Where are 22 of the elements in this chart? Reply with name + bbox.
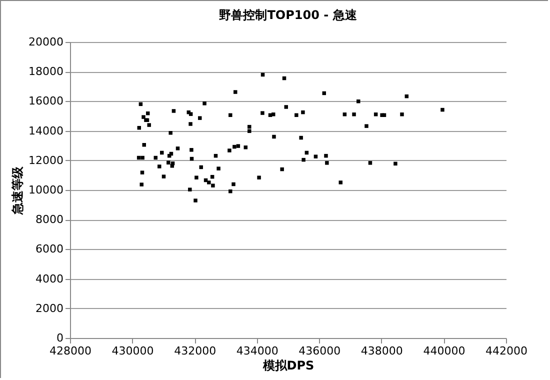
x-tick-label: 438000 bbox=[360, 344, 403, 358]
y-tick-label: 16000 bbox=[28, 94, 64, 108]
y-tick-label: 2000 bbox=[36, 302, 64, 315]
y-tick-label: 12000 bbox=[28, 154, 64, 167]
y-tick-label: 14000 bbox=[28, 124, 64, 138]
chart-title: 野兽控制TOP100 - 急速 bbox=[219, 8, 358, 22]
x-tick-label: 432000 bbox=[174, 344, 216, 358]
y-tick-label: 20000 bbox=[28, 36, 64, 48]
y-axis-title: 急速等级 bbox=[10, 166, 25, 216]
x-tick-label: 428000 bbox=[50, 344, 92, 358]
x-tick-label: 440000 bbox=[423, 344, 466, 358]
y-tick-label: 10000 bbox=[28, 184, 64, 196]
y-tick-label: 8000 bbox=[36, 213, 64, 226]
y-tick-label: 0 bbox=[56, 332, 64, 344]
y-tick-label: 6000 bbox=[36, 242, 64, 256]
x-tick-label: 430000 bbox=[112, 344, 154, 358]
x-tick-label: 434000 bbox=[236, 344, 278, 358]
y-tick-label: 18000 bbox=[28, 65, 64, 78]
y-tick-label: 4000 bbox=[36, 272, 64, 286]
x-tick-label: 442000 bbox=[486, 344, 528, 358]
x-axis-title: 模拟DPS bbox=[262, 358, 314, 372]
x-tick-label: 436000 bbox=[298, 344, 341, 358]
